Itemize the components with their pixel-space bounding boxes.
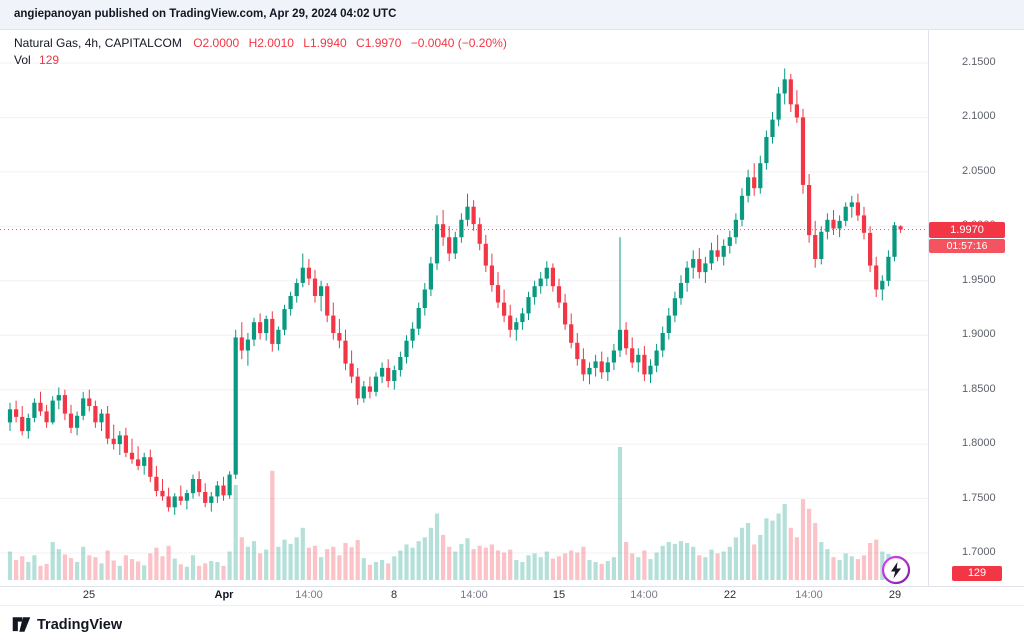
ohlc-close: C1.9970 — [356, 36, 402, 50]
price-tick-label: 1.9000 — [962, 328, 996, 340]
volume-value: 129 — [39, 53, 60, 67]
time-tick-label: 14:00 — [795, 589, 823, 601]
grid-lines — [0, 62, 928, 554]
time-tick-label: 8 — [390, 589, 398, 601]
time-tick-label: 14:00 — [630, 589, 658, 601]
last-price-label: 1.9970 — [929, 222, 1005, 238]
boost-button[interactable] — [880, 554, 912, 586]
legend-row-symbol: Natural Gas, 4h, CAPITALCOM O2.0000 H2.0… — [14, 35, 507, 52]
change-value: −0.0040 (−0.20%) — [410, 36, 507, 50]
chart-legend: Natural Gas, 4h, CAPITALCOM O2.0000 H2.0… — [14, 35, 507, 69]
chart-widget[interactable]: Natural Gas, 4h, CAPITALCOM O2.0000 H2.0… — [0, 30, 1024, 605]
price-axis-border — [928, 30, 929, 586]
lightning-icon — [881, 555, 911, 585]
price-tick-label: 1.9500 — [962, 274, 996, 286]
tradingview-logo-text: TradingView — [37, 616, 123, 633]
attribution-text: angiepanoyan published on TradingView.co… — [14, 8, 397, 20]
ohlc-high: H2.0010 — [248, 36, 294, 50]
time-tick-label: 14:00 — [295, 589, 323, 601]
price-tick-label: 2.1500 — [962, 56, 996, 68]
price-tick-label: 1.7000 — [962, 546, 996, 558]
price-tick-label: 1.8000 — [962, 437, 996, 449]
candlestick-chart[interactable] — [0, 30, 1024, 605]
price-tick-label: 1.7500 — [962, 492, 996, 504]
time-axis-border — [0, 586, 1024, 587]
time-tick-label: 15 — [552, 589, 566, 601]
ohlc-open: O2.0000 — [193, 36, 240, 50]
tradingview-logo-icon — [12, 617, 31, 632]
price-tick-label: 2.0500 — [962, 165, 996, 177]
time-tick-label: 22 — [723, 589, 737, 601]
time-tick-label: 29 — [888, 589, 902, 601]
bar-countdown: 01:57:16 — [929, 239, 1005, 253]
time-tick-label: 25 — [82, 589, 96, 601]
time-tick-label: Apr — [214, 589, 234, 601]
volume-axis-label: 129 — [952, 566, 1002, 581]
volume-series — [7, 447, 903, 581]
last-price-tag: 1.9970 01:57:16 — [929, 222, 1005, 253]
candle-series — [7, 68, 903, 515]
time-tick-label: 14:00 — [460, 589, 488, 601]
legend-row-volume: Vol 129 — [14, 52, 507, 69]
symbol-title[interactable]: Natural Gas, 4h, CAPITALCOM — [14, 36, 182, 50]
price-tick-label: 2.1000 — [962, 110, 996, 122]
footer-bar: TradingView — [0, 605, 1024, 643]
price-tick-label: 1.8500 — [962, 383, 996, 395]
attribution-bar: angiepanoyan published on TradingView.co… — [0, 0, 1024, 30]
tradingview-logo[interactable]: TradingView — [12, 616, 122, 633]
volume-label: Vol — [14, 53, 31, 67]
ohlc-low: L1.9940 — [303, 36, 347, 50]
